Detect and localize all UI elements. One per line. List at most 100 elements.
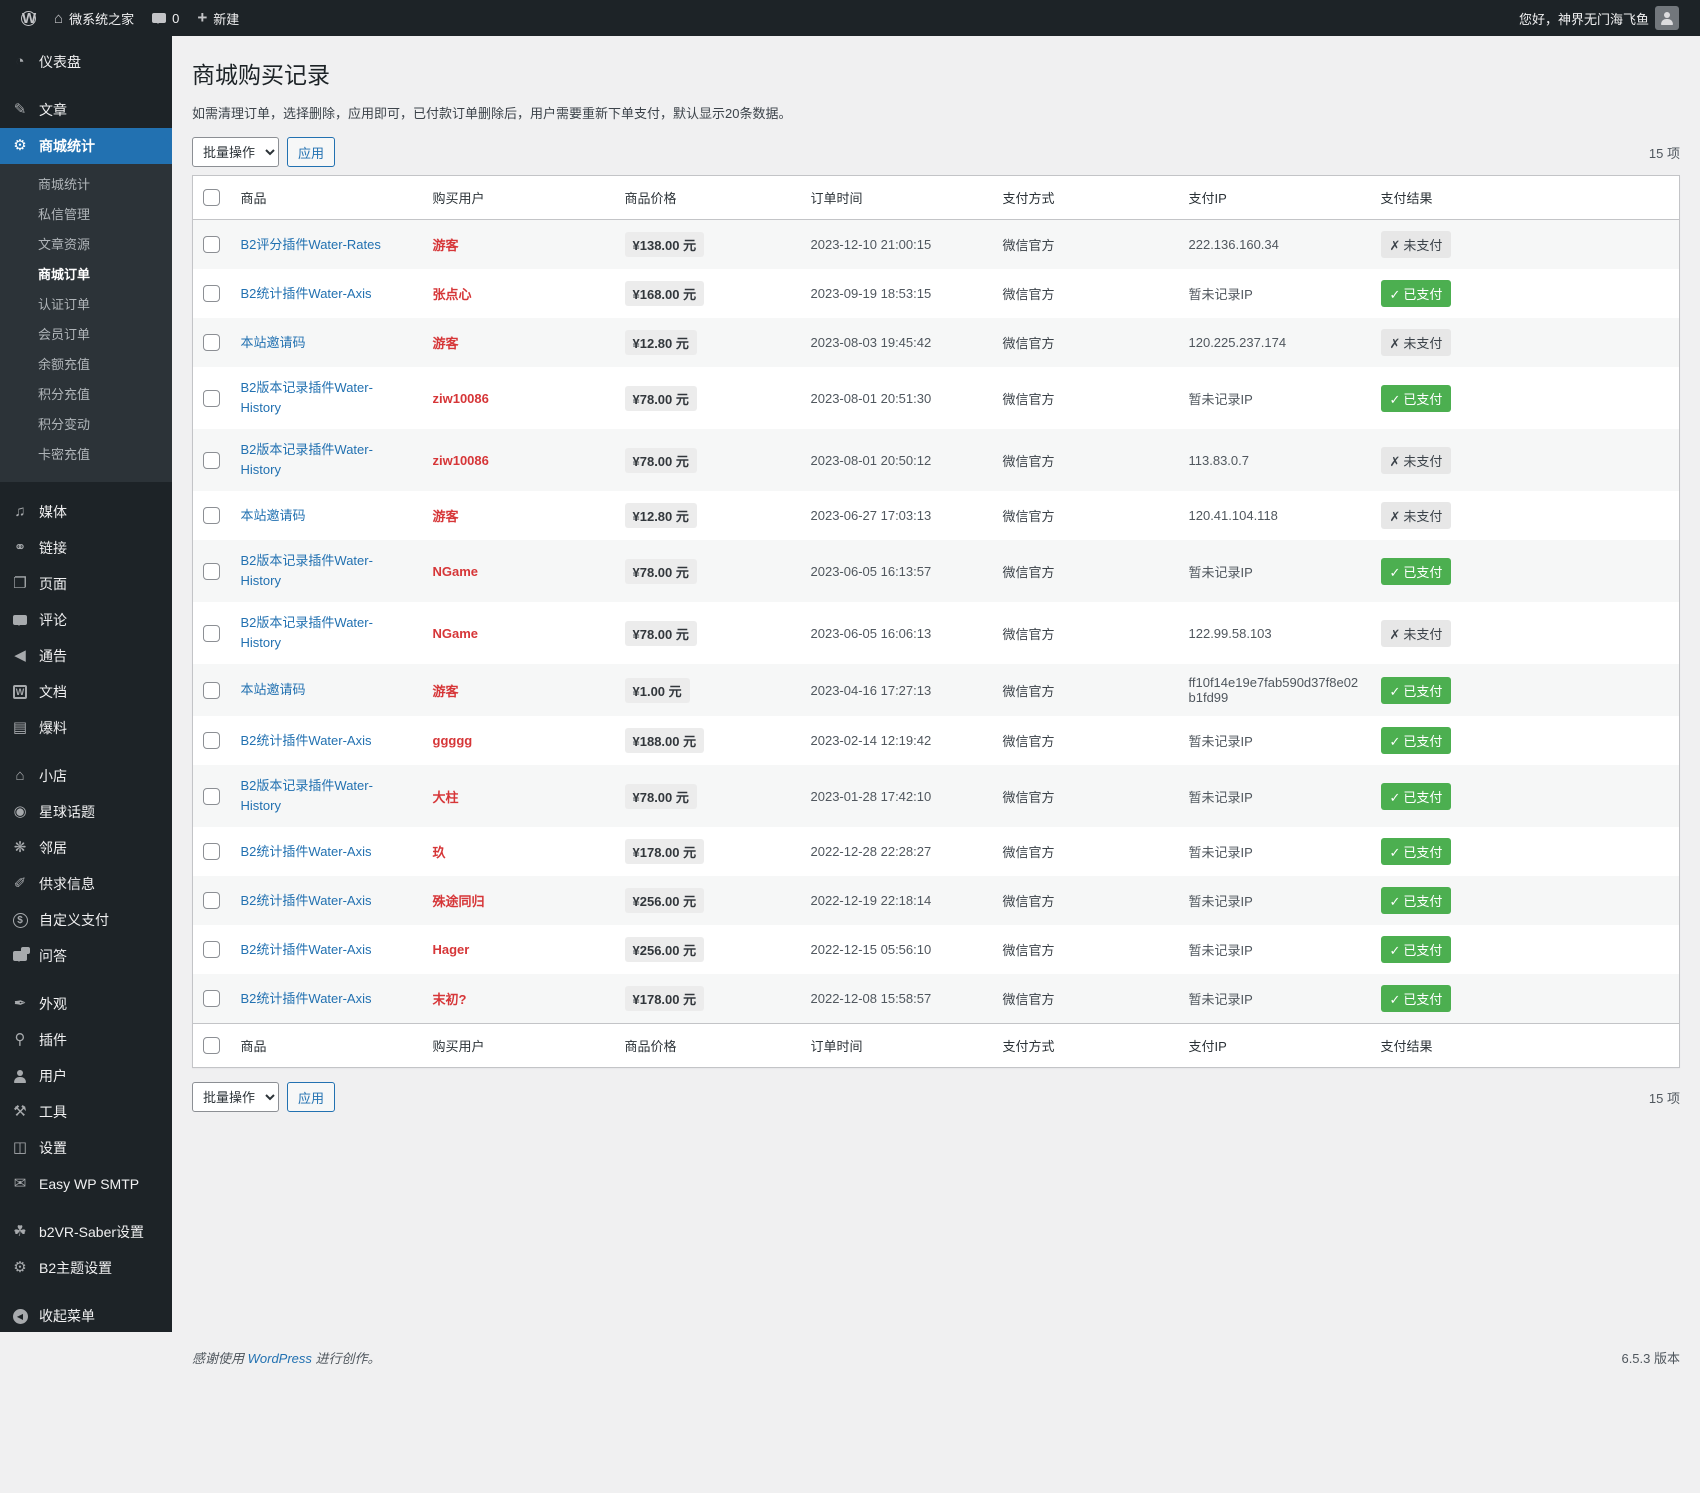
- wp-logo[interactable]: W: [12, 0, 45, 36]
- row-checkbox[interactable]: [203, 624, 220, 642]
- submenu-item[interactable]: 积分变动: [38, 417, 91, 432]
- comments-shortcut[interactable]: 0: [143, 0, 188, 36]
- sidebar-item-appearance[interactable]: ✒ 外观: [0, 986, 172, 1022]
- sidebar-item-tools[interactable]: ⚒ 工具: [0, 1094, 172, 1130]
- product-link[interactable]: B2版本记录插件Water-History: [240, 553, 373, 588]
- sidebar-item-media[interactable]: ♫ 媒体: [0, 494, 172, 530]
- sidebar-item-leaks[interactable]: ▤ 爆料: [0, 710, 172, 746]
- row-checkbox[interactable]: [203, 334, 220, 351]
- row-checkbox[interactable]: [203, 787, 220, 805]
- product-link[interactable]: B2统计插件Water-Axis: [240, 941, 372, 957]
- sidebar-item-neighbors[interactable]: ❋ 邻居: [0, 830, 172, 866]
- row-checkbox[interactable]: [203, 732, 220, 749]
- sidebar-item-b2vr-saber[interactable]: ☘ b2VR-Saber设置: [0, 1214, 172, 1250]
- sidebar-item-mall-stats[interactable]: ⚙ 商城统计: [0, 128, 172, 164]
- apply-button[interactable]: 应用: [287, 137, 336, 167]
- submenu-item[interactable]: 积分充值: [38, 387, 91, 402]
- price-badge: ¥78.00 元: [624, 620, 697, 646]
- product-link[interactable]: 本站邀请码: [240, 507, 306, 523]
- sidebar-item-plugins[interactable]: ⚲ 插件: [0, 1022, 172, 1058]
- row-checkbox[interactable]: [203, 507, 220, 524]
- product-link[interactable]: B2统计插件Water-Axis: [240, 892, 372, 908]
- submenu-item[interactable]: 余额充值: [38, 357, 91, 372]
- greeting-text: 您好，神界无门海飞鱼: [1518, 11, 1649, 27]
- apply-button-bottom[interactable]: 应用: [287, 1082, 336, 1112]
- product-link[interactable]: B2版本记录插件Water-History: [240, 380, 373, 415]
- sidebar-item-pages[interactable]: ❐ 页面: [0, 566, 172, 602]
- submenu-item[interactable]: 认证订单: [38, 297, 91, 312]
- product-link[interactable]: 本站邀请码: [240, 682, 306, 697]
- sidebar-item-custom-pay[interactable]: $ 自定义支付: [0, 902, 172, 938]
- sidebar-item-comments[interactable]: 评论: [0, 602, 172, 638]
- sidebar-item-easy-wp-smtp[interactable]: ✉ Easy WP SMTP: [0, 1166, 172, 1202]
- product-link[interactable]: B2统计插件Water-Axis: [240, 990, 372, 1006]
- row-checkbox[interactable]: [203, 562, 220, 580]
- row-checkbox[interactable]: [203, 941, 220, 958]
- payment-method: 微信官方: [1002, 626, 1055, 642]
- payment-ip: 暂未记录IP: [1188, 894, 1253, 909]
- product-link[interactable]: B2版本记录插件Water-History: [240, 778, 373, 813]
- carrot-icon: ✐: [13, 875, 27, 892]
- sidebar-item-posts[interactable]: ✎ 文章: [0, 92, 172, 128]
- submenu-item[interactable]: 文章资源: [38, 237, 91, 252]
- order-time: 2022-12-08 15:58:57: [810, 991, 932, 1006]
- sidebar-item-qa[interactable]: 问答: [0, 938, 172, 974]
- product-link[interactable]: B2统计插件Water-Axis: [240, 732, 372, 748]
- status-glyph-icon: ✓: [1389, 789, 1401, 805]
- bulk-action-select[interactable]: 批量操作: [192, 137, 279, 167]
- sidebar-item-collapse[interactable]: ◀ 收起菜单: [0, 1298, 172, 1334]
- sidebar-item-docs[interactable]: W 文档: [0, 674, 172, 710]
- sidebar-item-label: 仪表盘: [39, 54, 81, 70]
- submenu-item[interactable]: 卡密充值: [38, 447, 91, 462]
- sidebar-item-users[interactable]: 用户: [0, 1058, 172, 1094]
- payment-status-badge: ✓ 已支付: [1380, 838, 1452, 865]
- price-badge: ¥256.00 元: [624, 937, 705, 962]
- bee-icon: ❋: [13, 839, 27, 856]
- submenu-item[interactable]: 商城统计: [38, 177, 91, 192]
- sidebar-item-settings[interactable]: ◫ 设置: [0, 1130, 172, 1166]
- site-name-link[interactable]: ⌂ 微系统之家: [45, 0, 143, 36]
- buyer-name: 游客: [432, 683, 459, 699]
- sidebar-item-b2-theme[interactable]: ⚙ B2主题设置: [0, 1250, 172, 1286]
- sidebar-item-planet-topics[interactable]: ◉ 星球话题: [0, 794, 172, 830]
- footer-thanks: 感谢使用 WordPress 进行创作。: [192, 1351, 381, 1366]
- submenu-item[interactable]: 会员订单: [38, 327, 91, 342]
- product-link[interactable]: 本站邀请码: [240, 334, 306, 350]
- row-checkbox[interactable]: [203, 389, 220, 407]
- row-checkbox[interactable]: [203, 236, 220, 253]
- product-link[interactable]: B2评分插件Water-Rates: [240, 236, 381, 252]
- row-checkbox[interactable]: [203, 892, 220, 909]
- sidebar-item-supply-info[interactable]: ✐ 供求信息: [0, 866, 172, 902]
- row-checkbox[interactable]: [203, 681, 220, 699]
- submenu-item[interactable]: 商城订单: [38, 267, 91, 282]
- sidebar-item-shop[interactable]: ⌂ 小店: [0, 758, 172, 794]
- account-menu[interactable]: 您好，神界无门海飞鱼: [1510, 0, 1688, 36]
- product-link[interactable]: B2统计插件Water-Axis: [240, 285, 372, 301]
- row-checkbox[interactable]: [203, 843, 220, 860]
- select-all-checkbox[interactable]: [203, 189, 220, 206]
- status-label: 已支付: [1403, 734, 1443, 749]
- product-link[interactable]: B2统计插件Water-Axis: [240, 843, 372, 859]
- sidebar-item-links[interactable]: ⚭ 链接: [0, 530, 172, 566]
- row-checkbox[interactable]: [203, 285, 220, 302]
- submenu-item[interactable]: 私信管理: [38, 207, 91, 222]
- bulk-action-select-bottom[interactable]: 批量操作: [192, 1082, 279, 1112]
- status-glyph-icon: ✓: [1389, 564, 1401, 580]
- product-link[interactable]: B2版本记录插件Water-History: [240, 615, 373, 650]
- wordpress-link[interactable]: WordPress: [247, 1351, 312, 1366]
- order-time: 2023-06-05 16:13:57: [810, 563, 932, 579]
- payment-status-badge: ✓ 已支付: [1380, 676, 1452, 704]
- status-glyph-icon: ✗: [1389, 626, 1401, 642]
- product-link[interactable]: B2版本记录插件Water-History: [240, 442, 373, 477]
- payment-status-badge: ✓ 已支付: [1380, 727, 1452, 754]
- column-footer-time: 订单时间: [800, 1023, 993, 1068]
- select-all-checkbox-bottom[interactable]: [203, 1037, 220, 1054]
- sidebar-item-announcements[interactable]: ◀ 通告: [0, 638, 172, 674]
- payment-ip: 暂未记录IP: [1188, 391, 1253, 407]
- row-checkbox[interactable]: [203, 990, 220, 1007]
- row-checkbox[interactable]: [203, 451, 220, 469]
- new-content-button[interactable]: + 新建: [188, 0, 248, 36]
- sidebar-item-dashboard[interactable]: ◔ 仪表盘: [0, 44, 172, 80]
- tablenav-top: 批量操作 应用 15 项: [192, 137, 1680, 167]
- buyer-name: ggggg: [432, 733, 473, 748]
